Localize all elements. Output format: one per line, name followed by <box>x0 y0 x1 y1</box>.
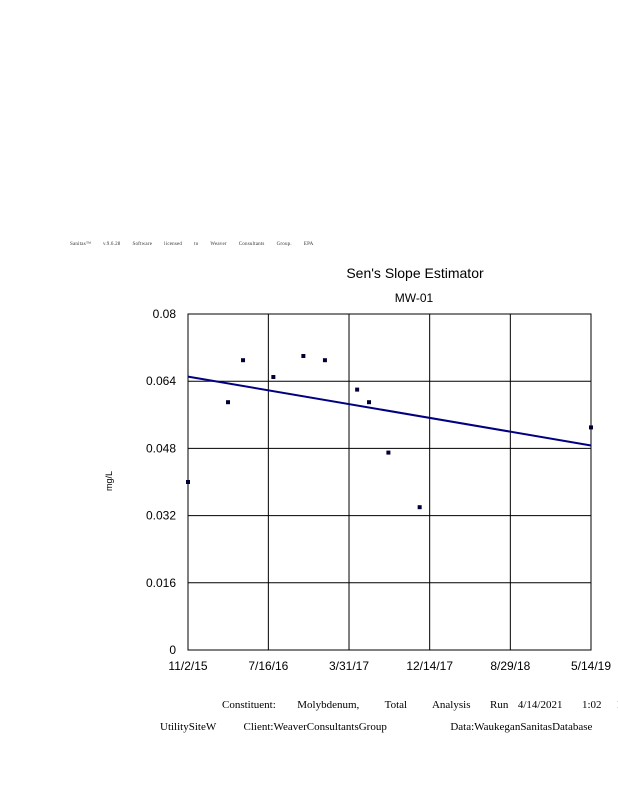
y-tick-label: 0.032 <box>146 509 176 523</box>
chart-subtitle: MW-01 <box>395 291 434 305</box>
tick-labels-layer: 0 0.016 0.032 0.048 0.064 0.08 11/2/15 7/16/16 3… <box>146 307 611 673</box>
x-tick-label: 12/14/17 <box>406 659 453 673</box>
x-tick-label: 5/14/19 <box>571 659 611 673</box>
header-item: v.9.6.28 <box>102 242 121 247</box>
client-name: Client:WeaverConsultantsGroup <box>243 721 387 733</box>
header-item: Weaver <box>210 242 227 247</box>
header-item: licensed <box>164 242 183 247</box>
header-item: Sanitas™ <box>70 242 91 247</box>
plot-frame <box>187 313 592 651</box>
y-tick-label: 0.048 <box>146 441 176 455</box>
run-label: Run <box>489 699 509 711</box>
y-tick-label: 0.08 <box>153 307 177 321</box>
data-point <box>271 375 276 379</box>
data-source: Data:WaukeganSanitasDatabase <box>450 721 593 733</box>
y-tick-label: 0 <box>169 643 176 657</box>
header-item: Consultants <box>238 242 265 247</box>
y-tick-label: 0.064 <box>146 374 176 388</box>
sens-slope-trend-line <box>187 375 592 447</box>
data-point <box>241 358 246 363</box>
grid <box>187 313 592 651</box>
total-label: Total <box>384 699 408 711</box>
trend-line-layer <box>187 375 592 447</box>
chart-title: Sen's Slope Estimator <box>346 265 484 281</box>
data-point <box>589 425 593 430</box>
constituent-value: Molybdenum, <box>297 699 360 711</box>
x-tick-label: 3/31/17 <box>329 659 369 673</box>
x-tick-label: 8/29/18 <box>490 659 530 673</box>
footer-line-1: Constituent: Molybdenum, Total Analysis … <box>222 699 618 711</box>
footer-line-2: UtilitySiteW Client:WeaverConsultantsGro… <box>160 721 592 733</box>
y-axis-label: mg/L <box>104 471 114 491</box>
data-point <box>186 480 190 484</box>
data-point <box>417 505 422 510</box>
data-point <box>226 400 231 405</box>
site-name: UtilitySiteW <box>160 721 217 733</box>
data-point <box>367 400 372 405</box>
x-tick-label: 7/16/16 <box>248 659 288 673</box>
software-license-header: Sanitas™ v.9.6.28 Software licensed to Weaver… <box>70 242 325 247</box>
data-point <box>301 354 306 358</box>
data-point <box>386 450 391 455</box>
x-tick-label: 11/2/15 <box>168 659 207 673</box>
header-item: Software <box>132 242 153 247</box>
data-point <box>355 387 360 392</box>
header-item: EPA <box>303 242 314 247</box>
data-points-layer <box>186 354 593 510</box>
header-item: Group. <box>276 242 292 247</box>
analysis-label: Analysis <box>431 699 471 711</box>
constituent-label: Constituent: <box>222 699 276 711</box>
y-tick-label: 0.016 <box>146 576 176 590</box>
run-date: 4/14/2021 <box>517 699 563 711</box>
data-point <box>322 358 327 363</box>
run-time: 1:02 <box>581 699 602 711</box>
header-item: to <box>194 242 199 247</box>
